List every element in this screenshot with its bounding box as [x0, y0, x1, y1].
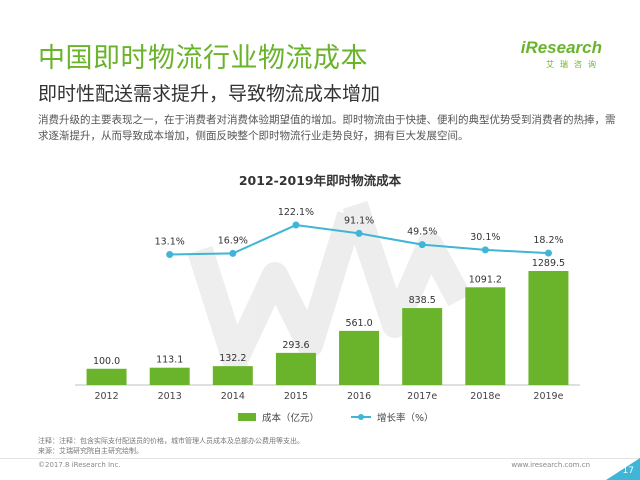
growth-label-2017e: 49.5%: [407, 227, 437, 238]
bar-2014: [212, 366, 253, 385]
bar-label-2019e: 1289.5: [532, 258, 565, 269]
growth-label-2019e: 18.2%: [533, 235, 563, 246]
growth-label-2016: 91.1%: [344, 215, 374, 226]
legend-item-growth: 增长率（%）: [351, 410, 434, 424]
bar-label-2012: 100.0: [93, 356, 120, 367]
x-tick-2014: 2014: [221, 391, 245, 402]
bar-2019e: [528, 271, 569, 385]
x-tick-2018e: 2018e: [470, 391, 500, 402]
growth-point-2017e: [418, 241, 426, 249]
growth-label-2018e: 30.1%: [470, 232, 500, 243]
legend-label-growth: 增长率（%）: [377, 413, 434, 424]
growth-label-2015: 122.1%: [278, 207, 314, 218]
x-tick-2015: 2015: [284, 391, 308, 402]
growth-point-2013: [166, 250, 174, 258]
growth-label-2014: 16.9%: [218, 235, 248, 246]
source-text: 来源：艾瑞研究院自主研究绘制。: [38, 447, 143, 455]
x-tick-2016: 2016: [347, 391, 371, 402]
x-tick-2017e: 2017e: [407, 391, 437, 402]
page-subtitle: 即时性配送需求提升，导致物流成本增加: [38, 83, 381, 105]
chart-legend: 成本（亿元） 增长率（%）: [238, 410, 434, 424]
bar-2018e: [465, 287, 506, 385]
bar-2015: [275, 352, 316, 385]
legend-bar-swatch: [238, 413, 256, 421]
bar-2017e: [402, 308, 443, 385]
page-corner-shape: [606, 458, 640, 480]
growth-label-2013: 13.1%: [155, 236, 185, 247]
x-tick-2019e: 2019e: [533, 391, 563, 402]
bar-2016: [339, 330, 380, 385]
brand-logo: iResearch 艾瑞咨询: [521, 38, 602, 70]
growth-point-2019e: [544, 249, 552, 257]
bar-label-2018e: 1091.2: [469, 274, 502, 285]
note-text: 注释：注释：包含实际支付配送员的价格，城市管理人员成本及总部办公费用等支出。: [38, 437, 304, 445]
legend-label-cost: 成本（亿元）: [262, 413, 320, 424]
x-tick-2012: 2012: [94, 391, 118, 402]
bar-label-2013: 113.1: [156, 355, 183, 366]
intro-paragraph: 消费升级的主要表现之一，在于消费者对消费体验期望值的增加。即时物流由于快捷、便利…: [38, 114, 616, 142]
growth-point-2016: [355, 229, 363, 237]
growth-point-2015: [292, 221, 300, 229]
legend-line-swatch: [351, 413, 372, 421]
page-number: 17: [622, 466, 634, 476]
legend-item-cost: 成本（亿元）: [238, 410, 319, 424]
bar-label-2014: 132.2: [219, 353, 246, 364]
footer-divider: [0, 458, 640, 459]
brand-logo-text: iResearch: [520, 38, 602, 57]
page-title: 中国即时物流行业物流成本: [38, 43, 368, 74]
bar-2013: [149, 367, 190, 385]
bar-label-2015: 293.6: [282, 340, 309, 351]
bar-label-2017e: 838.5: [409, 295, 436, 306]
growth-point-2018e: [481, 246, 489, 254]
copyright-text: ©2017.8 iResearch Inc.: [38, 461, 121, 469]
growth-point-2014: [229, 249, 237, 257]
site-url: www.iresearch.com.cn: [511, 461, 590, 469]
notes: 注释：注释：包含实际支付配送员的价格，城市管理人员成本及总部办公费用等支出。 来…: [38, 436, 304, 456]
brand-cn-text: 艾瑞咨询: [546, 60, 602, 69]
chart-title: 2012-2019年即时物流成本: [238, 173, 402, 188]
bar-label-2016: 561.0: [345, 318, 372, 329]
x-tick-2013: 2013: [158, 391, 182, 402]
bar-2012: [86, 368, 127, 385]
